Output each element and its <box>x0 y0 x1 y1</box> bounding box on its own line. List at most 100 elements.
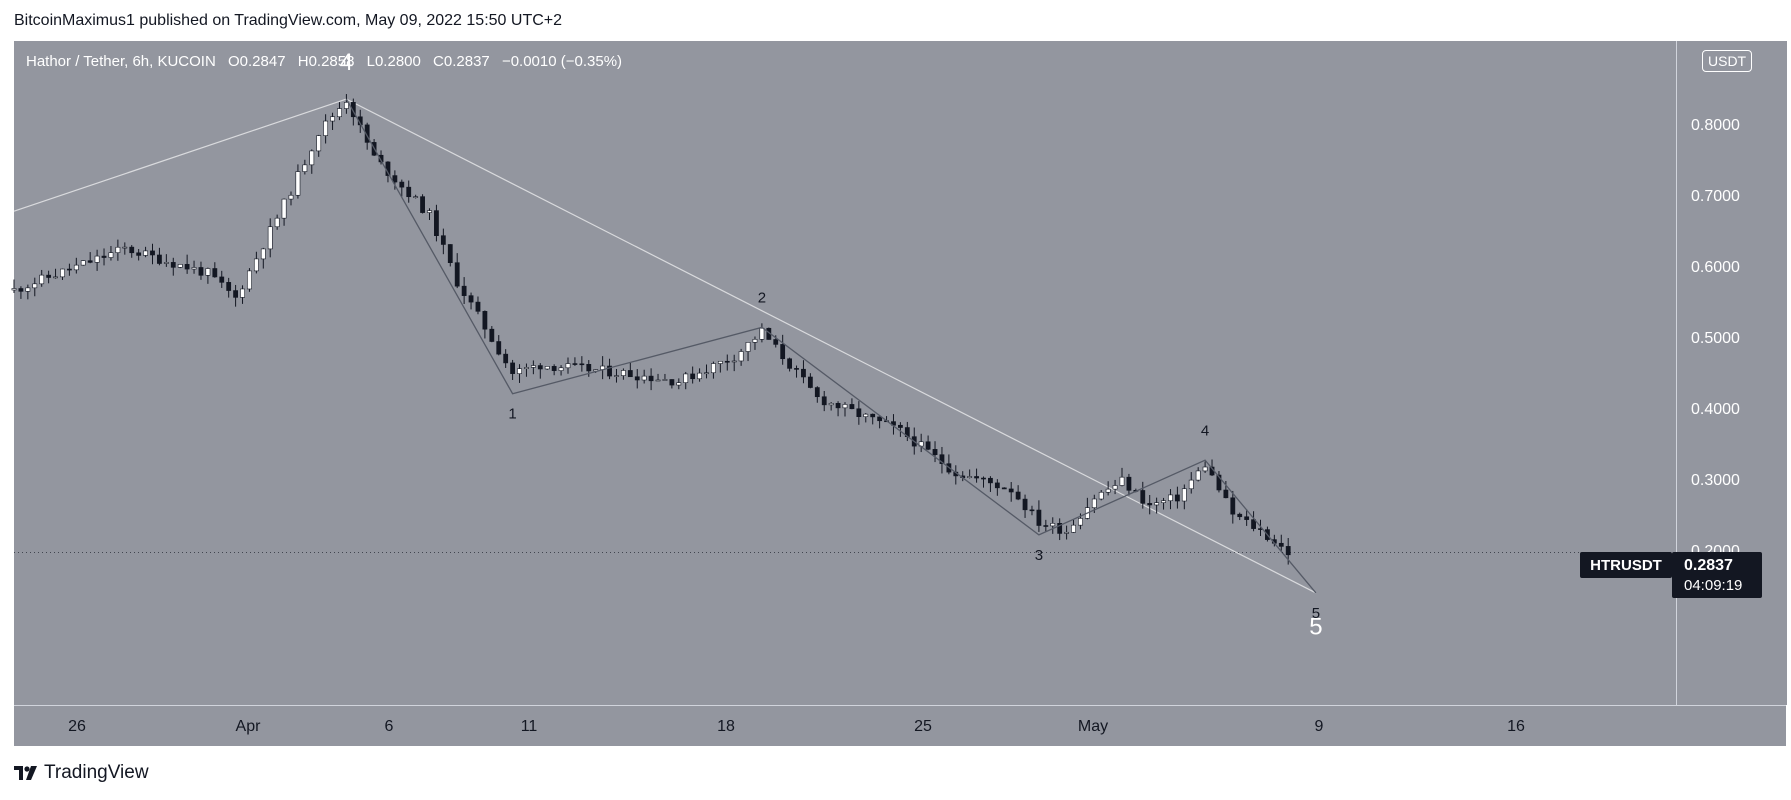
candle <box>143 250 148 256</box>
candle <box>115 246 121 253</box>
candle <box>475 301 481 312</box>
candle <box>281 198 287 219</box>
candle <box>18 288 24 292</box>
candle <box>1181 488 1187 502</box>
candle <box>711 363 716 374</box>
candle <box>704 372 709 375</box>
candle <box>434 210 439 236</box>
high-value: 0.2858 <box>308 53 355 70</box>
candle <box>801 368 806 378</box>
candle <box>1050 523 1056 527</box>
tradingview-logo[interactable]: TradingView <box>14 762 149 784</box>
candle <box>1188 479 1194 490</box>
candle <box>745 342 751 352</box>
candle <box>80 260 86 266</box>
candle <box>274 217 280 228</box>
candle <box>614 375 619 377</box>
candle <box>1091 498 1097 508</box>
candle <box>1223 489 1229 499</box>
chart-plot-area[interactable]: Hathor / Tether, 6h, KUCOIN O0.2847 H0.2… <box>14 41 1676 705</box>
candle <box>364 124 370 143</box>
candle <box>406 186 412 198</box>
candle <box>32 283 38 289</box>
wave-label: 3 <box>1035 547 1043 564</box>
candle <box>226 282 232 291</box>
candle <box>634 376 640 381</box>
candle <box>337 108 342 118</box>
tradingview-logo-icon <box>14 766 37 780</box>
candle <box>496 341 502 355</box>
candle <box>378 154 384 163</box>
candle <box>330 116 335 122</box>
candle <box>240 288 245 298</box>
y-tick: 0.6000 <box>1691 259 1740 276</box>
candle <box>856 408 862 417</box>
candle <box>177 264 183 268</box>
candle <box>67 268 72 271</box>
candle <box>1064 531 1069 534</box>
candle <box>454 262 460 287</box>
candle <box>46 274 52 278</box>
candle <box>1140 490 1146 504</box>
candle <box>1036 509 1042 526</box>
x-tick: Apr <box>235 718 261 735</box>
candle <box>309 150 315 166</box>
candle <box>558 367 564 371</box>
close-label: C <box>433 53 444 70</box>
y-tick: 0.4000 <box>1691 401 1740 418</box>
currency-button[interactable]: USDT <box>1702 50 1753 72</box>
wave-label: 4 <box>340 49 353 76</box>
last-price-label: 0.2837 04:09:19 <box>1672 552 1762 598</box>
candle <box>427 210 432 213</box>
candle <box>1105 488 1111 493</box>
candle <box>648 375 654 382</box>
candle <box>1078 518 1083 526</box>
open-value: 0.2847 <box>239 53 286 70</box>
candle <box>129 246 135 254</box>
candle <box>1168 494 1173 502</box>
candle <box>73 264 79 271</box>
candle <box>510 362 515 374</box>
candle <box>39 274 45 285</box>
candle <box>1071 524 1076 533</box>
wave-label: 4 <box>1201 422 1209 439</box>
candle <box>1001 487 1007 490</box>
candle <box>94 255 100 263</box>
candle <box>828 402 834 406</box>
candle <box>191 267 197 270</box>
x-tick: 11 <box>520 718 538 735</box>
x-tick: 16 <box>1507 718 1525 735</box>
y-tick: 0.7000 <box>1691 188 1740 205</box>
wave-label: 1 <box>508 406 516 423</box>
candle <box>759 327 765 340</box>
ohlc-legend: Hathor / Tether, 6h, KUCOIN O0.2847 H0.2… <box>26 53 622 70</box>
candle <box>932 449 938 455</box>
time-axis[interactable]: 26 Apr 6 11 18 25 May 9 16 <box>14 705 1786 746</box>
candle <box>551 366 557 371</box>
x-tick: May <box>1077 718 1109 735</box>
wave-label: 2 <box>758 289 766 306</box>
candle <box>170 262 176 268</box>
wave-label: 5 <box>1309 613 1322 640</box>
candle <box>697 372 702 380</box>
candle <box>1119 476 1125 486</box>
candle <box>821 396 827 406</box>
candle <box>53 276 58 279</box>
x-tick: 26 <box>68 718 86 735</box>
candle <box>1057 523 1063 534</box>
candle <box>967 476 973 478</box>
candle <box>1285 546 1291 556</box>
open-label: O <box>227 53 240 70</box>
footer-brand: TradingView <box>44 762 149 783</box>
candle <box>205 268 211 276</box>
candle <box>1202 466 1208 472</box>
candle <box>835 402 841 409</box>
candle <box>814 387 820 398</box>
y-tick: 0.3000 <box>1691 472 1740 489</box>
candle <box>468 295 474 303</box>
candle <box>579 363 585 366</box>
change-value: −0.0010 (−0.35%) <box>501 53 623 70</box>
candle <box>773 339 779 345</box>
candle <box>163 262 169 264</box>
